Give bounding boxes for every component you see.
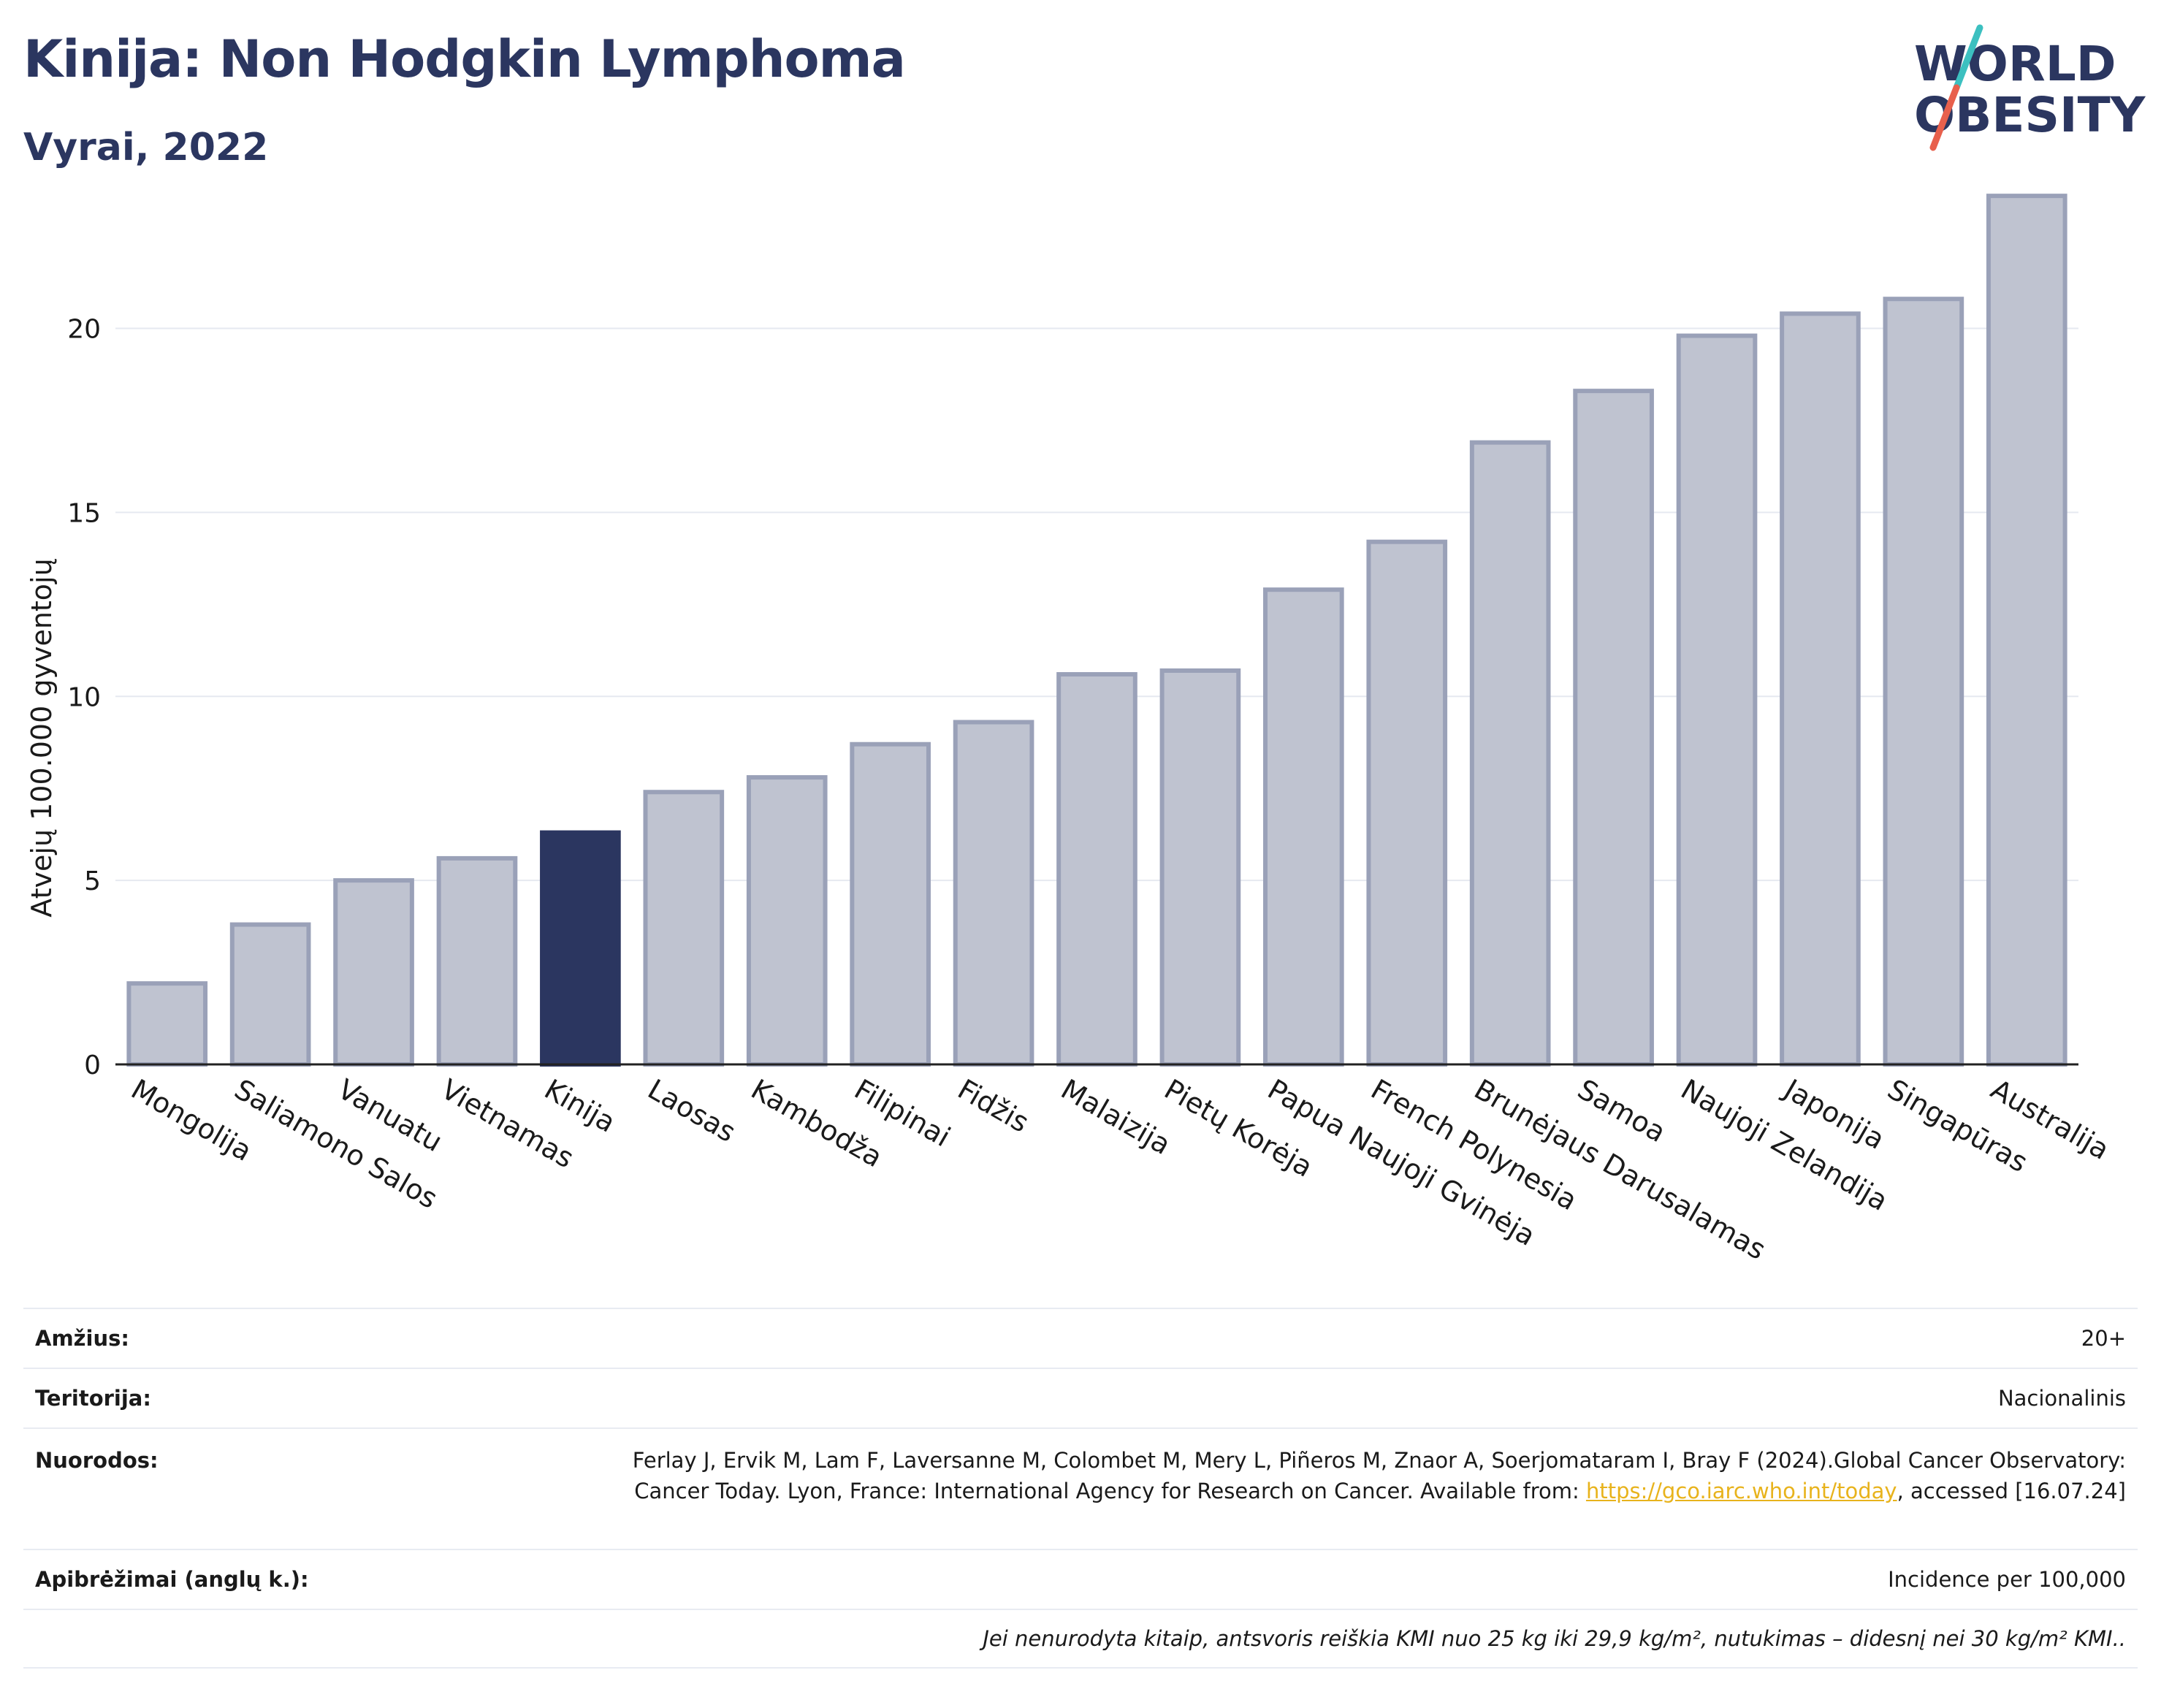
references-label: Nuorodos: (35, 1448, 159, 1473)
bar-pietų-korėja (1159, 668, 1241, 1067)
bar-vanuatu (333, 878, 414, 1067)
bar-mongolija (126, 981, 208, 1067)
y-tick-label: 10 (67, 682, 101, 712)
bar-brunėjaus-darusalamas (1469, 440, 1551, 1067)
references-link[interactable]: https://gco.iarc.who.int/today (1585, 1479, 1897, 1503)
bar-saliamono-salos (229, 922, 311, 1067)
references-body: Ferlay J, Ervik M, Lam F, Laversanne M, … (632, 1448, 2126, 1503)
page-subtitle: Vyrai, 2022 (23, 126, 269, 169)
y-tick-label: 20 (67, 315, 101, 345)
bar-filipinai (850, 741, 931, 1067)
y-tick-label: 15 (67, 498, 101, 528)
y-axis-ticks: 0 5 10 15 20 (67, 315, 101, 1081)
x-tick-label: Fidžis (953, 1073, 1034, 1139)
x-tick-label: Laosas (642, 1073, 741, 1148)
bar-naujoji-zelandija (1676, 333, 1758, 1067)
info-row-territory: Teritorija: Nacionalinis (23, 1368, 2138, 1427)
bar-japonija (1780, 311, 1861, 1067)
bar-malaizija (1056, 672, 1137, 1067)
x-tick-label: Malaizija (1056, 1073, 1176, 1162)
bar-kinija (540, 830, 621, 1067)
bar-kambodža (746, 775, 828, 1067)
territory-label: Teritorija: (35, 1386, 151, 1411)
info-row-references: Nuorodos: Ferlay J, Ervik M, Lam F, Lave… (23, 1427, 2138, 1549)
note-text: Jei nenurodyta kitaip, antsvoris reiškia… (983, 1626, 2126, 1651)
definitions-value: Incidence per 100,000 (1888, 1567, 2126, 1592)
info-row-age: Amžius: 20+ (23, 1308, 2138, 1368)
page-title: Kinija: Non Hodgkin Lymphoma (23, 29, 906, 89)
references-suffix: , accessed [16.07.24] (1897, 1479, 2126, 1503)
bar-french-polynesia (1366, 539, 1448, 1067)
info-row-definitions: Apibrėžimai (anglų k.): Incidence per 10… (23, 1549, 2138, 1609)
world-obesity-logo: WORLD OBESITY (1914, 24, 2146, 151)
info-row-note: Jei nenurodyta kitaip, antsvoris reiškia… (23, 1609, 2138, 1669)
logo-line1: WORLD (1914, 36, 2116, 92)
bar-vietnamas (436, 855, 518, 1067)
bars (126, 194, 2067, 1067)
definitions-label: Apibrėžimai (anglų k.): (35, 1567, 309, 1592)
bar-papua-naujoji-gvinėja (1263, 587, 1344, 1067)
age-value: 20+ (2081, 1326, 2126, 1351)
territory-value: Nacionalinis (1997, 1386, 2126, 1411)
bar-samoa (1573, 389, 1654, 1067)
references-text: Ferlay J, Ervik M, Lam F, Laversanne M, … (606, 1445, 2126, 1506)
y-tick-label: 0 (84, 1051, 101, 1080)
bar-australija (1986, 194, 2067, 1067)
bar-singapūras (1883, 297, 1964, 1067)
y-axis-label: Atvejų 100.000 gyventojų (26, 558, 58, 917)
bar-laosas (643, 790, 725, 1067)
info-table: Amžius: 20+ Teritorija: Nacionalinis Nuo… (23, 1308, 2138, 1669)
age-label: Amžius: (35, 1326, 129, 1351)
x-tick-label: Kinija (539, 1073, 621, 1139)
bar-fidžis (953, 720, 1034, 1067)
y-tick-label: 5 (84, 866, 101, 896)
